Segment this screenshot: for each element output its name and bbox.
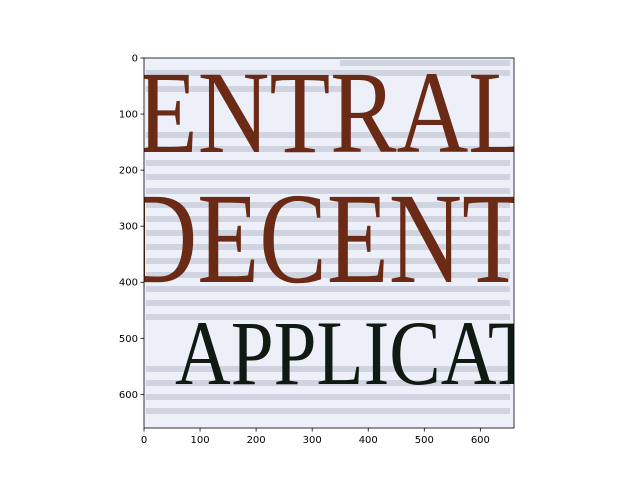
y-axis: 0 100 200 300 400 500 600 xyxy=(119,54,144,401)
y-tick-label: 500 xyxy=(119,334,138,345)
image-text-line-3: APPLICAT xyxy=(175,302,535,404)
x-tick-label: 400 xyxy=(359,435,378,446)
axes-frame xyxy=(143,57,515,429)
image-text-line-2: DECENT xyxy=(124,167,524,311)
x-tick-label: 0 xyxy=(141,435,147,446)
x-tick-label: 500 xyxy=(415,435,434,446)
y-tick-label: 300 xyxy=(119,222,138,233)
x-tick-label: 300 xyxy=(303,435,322,446)
y-tick-label: 400 xyxy=(119,278,138,289)
x-tick-label: 600 xyxy=(471,435,490,446)
faint-background-text xyxy=(146,60,510,414)
y-tick-label: 0 xyxy=(132,54,138,65)
x-tick-label: 200 xyxy=(247,435,266,446)
x-tick-label: 100 xyxy=(191,435,210,446)
image-text-line-1: ENTRAL xyxy=(137,47,529,178)
image-background xyxy=(144,58,514,428)
image-panel: ENTRAL DECENT APPLICAT xyxy=(124,47,535,428)
y-tick-label: 100 xyxy=(119,110,138,121)
y-tick-label: 200 xyxy=(119,166,138,177)
x-axis: 0 100 200 300 400 500 600 xyxy=(141,428,490,446)
y-tick-label: 600 xyxy=(119,390,138,401)
